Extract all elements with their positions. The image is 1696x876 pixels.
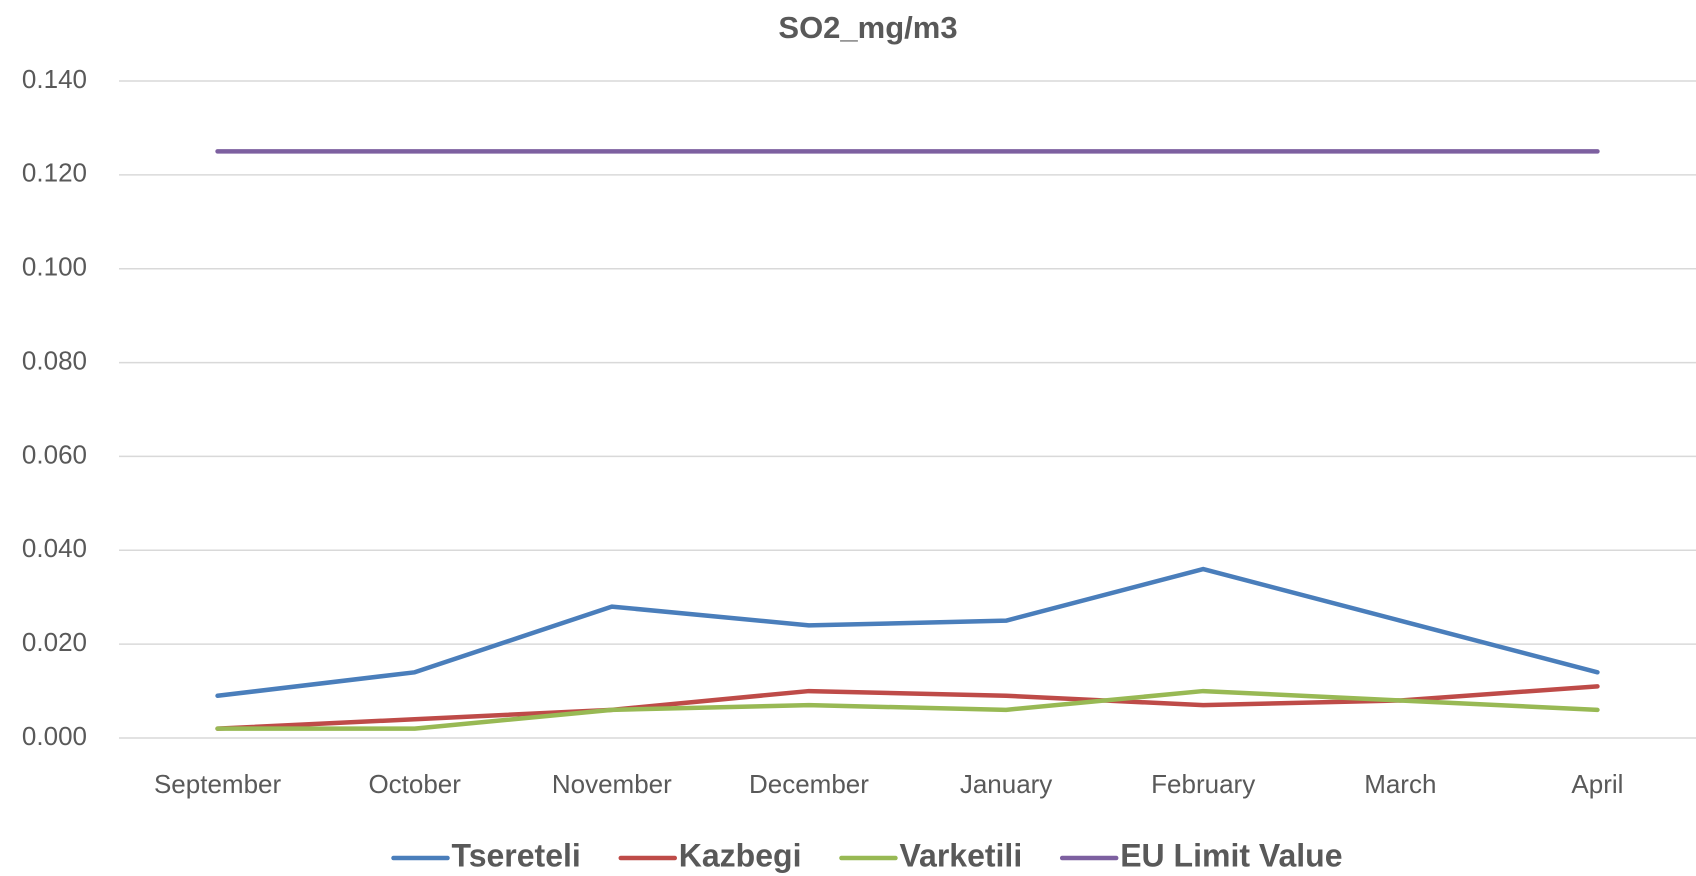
y-tick-label: 0.120 <box>22 158 87 188</box>
series-line <box>215 566 1600 699</box>
series-line <box>215 688 1600 731</box>
x-tick-label: February <box>1151 769 1255 799</box>
series-line <box>215 684 1600 731</box>
x-tick-label: November <box>552 769 672 799</box>
y-tick-label: 0.080 <box>22 345 87 375</box>
x-tick-label: March <box>1364 769 1436 799</box>
x-tick-label: April <box>1571 769 1623 799</box>
legend-label: Kazbegi <box>679 837 802 873</box>
x-tick-label: December <box>749 769 869 799</box>
legend-label: Tsereteli <box>452 837 581 873</box>
y-tick-label: 0.040 <box>22 533 87 563</box>
y-tick-label: 0.140 <box>22 64 87 94</box>
legend-label: Varketili <box>899 837 1022 873</box>
y-tick-label: 0.100 <box>22 252 87 282</box>
chart-title: SO2_mg/m3 <box>778 10 957 45</box>
x-tick-label: October <box>368 769 461 799</box>
x-tick-label: January <box>960 769 1053 799</box>
x-tick-label: September <box>154 769 282 799</box>
legend-label: EU Limit Value <box>1120 837 1342 873</box>
y-tick-label: 0.000 <box>22 721 87 751</box>
y-tick-label: 0.020 <box>22 627 87 657</box>
y-tick-label: 0.060 <box>22 439 87 469</box>
